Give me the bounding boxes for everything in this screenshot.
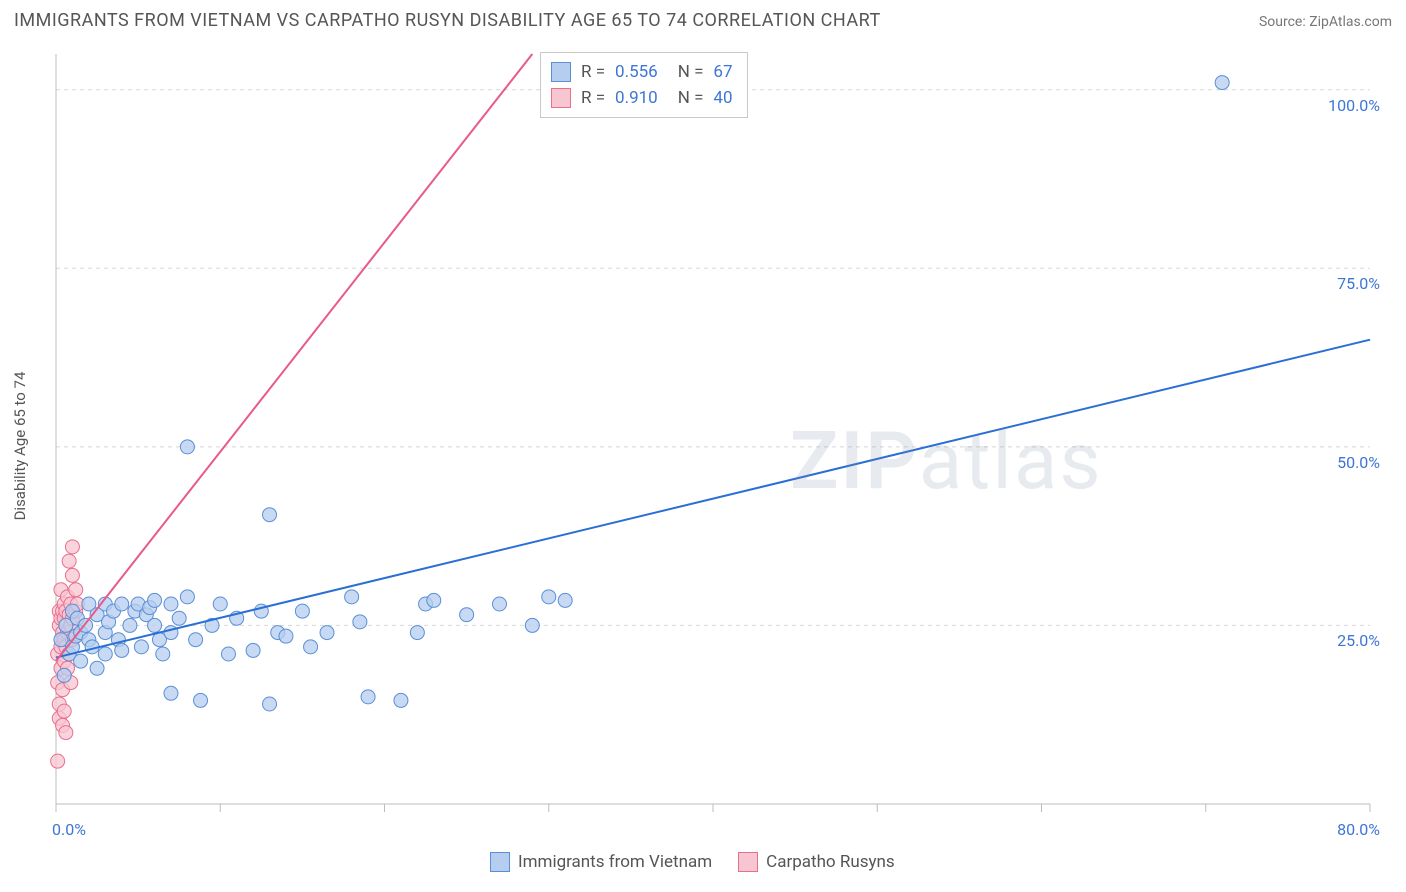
n-label: N = xyxy=(678,59,704,85)
x-tick-label: 0.0% xyxy=(52,820,86,839)
legend-swatch xyxy=(738,852,758,872)
y-tick-label: 50.0% xyxy=(1337,453,1380,472)
source-label: Source: ZipAtlas.com xyxy=(1259,14,1392,30)
r-label: R = xyxy=(581,59,605,85)
n-label: N = xyxy=(678,85,704,111)
legend-series-item: Carpatho Rusyns xyxy=(738,852,895,872)
legend-swatch xyxy=(551,88,571,108)
legend-series-label: Carpatho Rusyns xyxy=(766,852,895,872)
y-axis-label: Disability Age 65 to 74 xyxy=(11,346,29,546)
legend-series: Immigrants from Vietnam Carpatho Rusyns xyxy=(490,852,895,872)
y-tick-label: 75.0% xyxy=(1337,274,1380,293)
x-tick-label: 80.0% xyxy=(1337,820,1380,839)
legend-series-label: Immigrants from Vietnam xyxy=(518,852,712,872)
legend-correlation-row: R = 0.556 N = 67 xyxy=(551,59,733,85)
scatter-chart xyxy=(50,44,1380,834)
legend-swatch xyxy=(551,62,571,82)
legend-series-item: Immigrants from Vietnam xyxy=(490,852,712,872)
y-tick-label: 25.0% xyxy=(1337,631,1380,650)
title-bar: IMMIGRANTS FROM VIETNAM VS CARPATHO RUSY… xyxy=(14,10,1392,31)
legend-correlation-row: R = 0.910 N = 40 xyxy=(551,85,733,111)
legend-swatch xyxy=(490,852,510,872)
r-value: 0.910 xyxy=(615,85,658,111)
chart-title: IMMIGRANTS FROM VIETNAM VS CARPATHO RUSY… xyxy=(14,10,881,31)
n-value: 40 xyxy=(713,85,732,111)
n-value: 67 xyxy=(713,59,732,85)
r-value: 0.556 xyxy=(615,59,658,85)
r-label: R = xyxy=(581,85,605,111)
legend-correlation: R = 0.556 N = 67 R = 0.910 N = 40 xyxy=(540,52,748,118)
y-tick-label: 100.0% xyxy=(1328,96,1380,115)
chart-area: ZIPatlas 25.0%50.0%75.0%100.0%0.0%80.0% xyxy=(50,44,1380,834)
